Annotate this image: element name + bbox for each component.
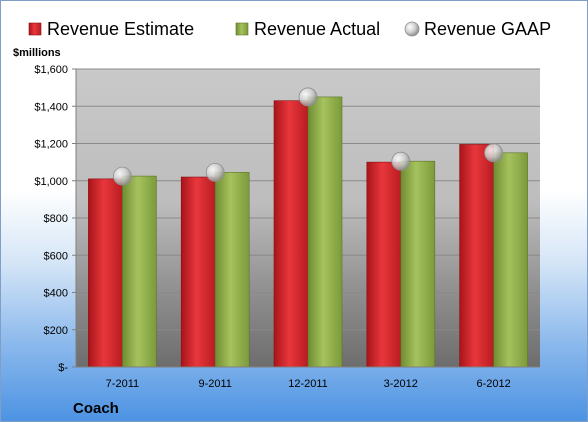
x-axis: 7-2011 9-2011 12-2011 3-2012 6-2012 xyxy=(76,366,540,390)
legend-label: Revenue Estimate xyxy=(47,19,194,39)
x-tick-label: 3-2012 xyxy=(384,378,418,390)
legend-swatch xyxy=(28,22,42,36)
company-label: Coach xyxy=(73,400,119,417)
bar-revenue-estimate-6-2012 xyxy=(459,144,494,368)
y-tick-label: $800 xyxy=(44,213,68,225)
legend-swatch xyxy=(235,22,249,36)
marker-revenue-gaap-7-2011 xyxy=(113,166,132,186)
y-tick-label: $400 xyxy=(44,288,68,300)
y-tick-label: $1,400 xyxy=(34,101,68,113)
x-tick-label: 6-2012 xyxy=(476,378,510,390)
y-tick-label: $200 xyxy=(44,325,68,337)
legend: Revenue Estimate Revenue Actual Revenue GA… xyxy=(28,19,551,39)
x-tick-label: 9-2011 xyxy=(198,378,231,390)
bar-revenue-estimate-12-2011 xyxy=(273,100,309,368)
legend-label: Revenue GAAP xyxy=(424,19,551,39)
legend-label: Revenue Actual xyxy=(254,19,380,39)
x-tick-label: 7-2011 xyxy=(106,378,139,390)
marker-revenue-gaap-3-2012 xyxy=(391,151,411,171)
y-axis: $- $200 $400 $600 $800 $1,000 $1,200 $1,400 $1,6… xyxy=(34,64,77,374)
y-tick-label: $1,600 xyxy=(34,64,68,76)
bar-revenue-actual-7-2011 xyxy=(122,175,157,368)
bar-revenue-actual-12-2011 xyxy=(307,96,343,368)
x-tick-label: 12-2011 xyxy=(288,378,328,390)
marker-revenue-gaap-9-2011 xyxy=(205,162,225,182)
legend-marker xyxy=(404,21,420,37)
unit-label: $millions xyxy=(13,47,61,59)
y-tick-label: $1,200 xyxy=(34,139,68,151)
bar-revenue-estimate-3-2012 xyxy=(366,161,402,368)
bar-revenue-estimate-7-2011 xyxy=(88,178,123,368)
marker-revenue-gaap-12-2011 xyxy=(298,87,318,107)
y-tick-label: $600 xyxy=(44,250,68,262)
y-tick-label: $- xyxy=(58,362,68,374)
bar-revenue-actual-6-2012 xyxy=(493,152,528,368)
bar-revenue-actual-9-2011 xyxy=(214,172,250,368)
bar-revenue-estimate-9-2011 xyxy=(180,176,216,368)
y-tick-label: $1,000 xyxy=(34,176,68,188)
markers-layer xyxy=(113,87,504,186)
marker-revenue-gaap-6-2012 xyxy=(484,143,504,163)
bar-revenue-actual-3-2012 xyxy=(400,160,436,368)
bars-layer xyxy=(88,96,528,368)
